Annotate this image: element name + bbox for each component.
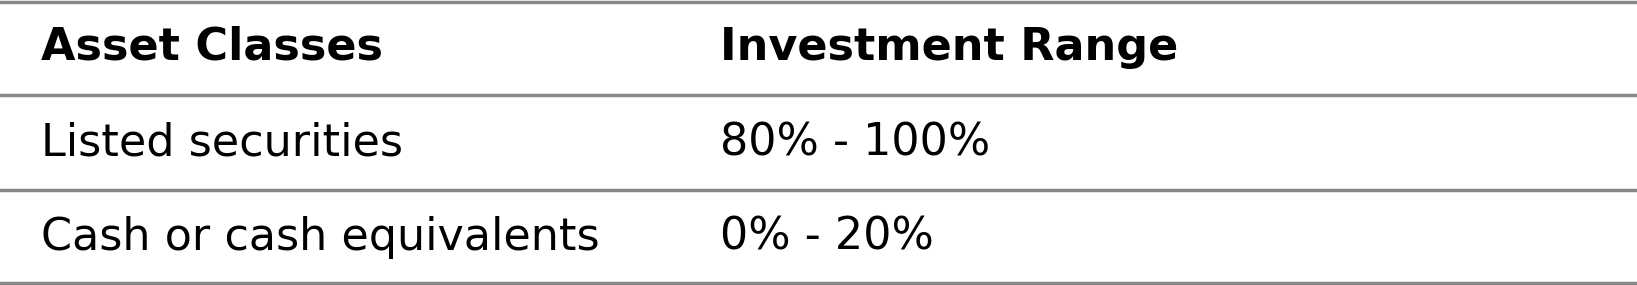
Text: Cash or cash equivalents: Cash or cash equivalents [41, 216, 599, 259]
Text: 0% - 20%: 0% - 20% [720, 216, 935, 259]
Text: Asset Classes: Asset Classes [41, 26, 383, 69]
Text: Listed securities: Listed securities [41, 121, 403, 164]
Text: Investment Range: Investment Range [720, 26, 1179, 69]
Text: 80% - 100%: 80% - 100% [720, 121, 990, 164]
